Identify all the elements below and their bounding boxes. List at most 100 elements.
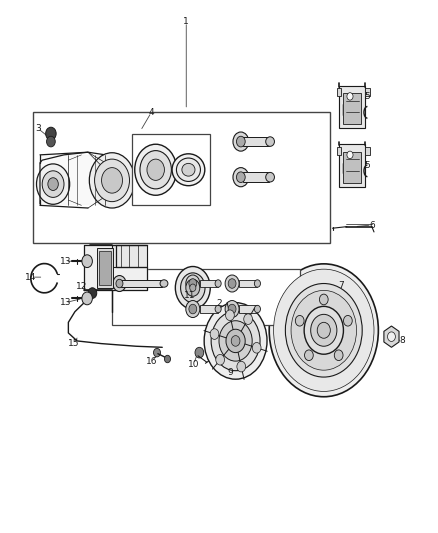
Circle shape xyxy=(82,292,92,305)
Circle shape xyxy=(304,350,313,360)
Circle shape xyxy=(295,316,304,326)
Circle shape xyxy=(226,329,245,353)
Circle shape xyxy=(180,273,205,303)
Circle shape xyxy=(46,127,56,140)
Ellipse shape xyxy=(177,158,201,181)
Circle shape xyxy=(228,279,236,288)
Bar xyxy=(200,280,218,287)
Circle shape xyxy=(204,303,267,379)
Bar xyxy=(239,280,258,287)
Bar xyxy=(337,88,341,96)
Text: 13: 13 xyxy=(60,298,71,307)
Circle shape xyxy=(95,159,130,201)
Circle shape xyxy=(286,284,362,377)
Text: 8: 8 xyxy=(399,336,405,345)
Bar xyxy=(239,305,258,313)
Circle shape xyxy=(225,301,239,318)
Circle shape xyxy=(89,153,135,208)
Circle shape xyxy=(42,171,64,197)
Circle shape xyxy=(311,314,337,346)
Bar xyxy=(343,93,361,124)
Circle shape xyxy=(233,167,249,187)
Text: 13: 13 xyxy=(60,257,71,265)
Bar xyxy=(97,248,113,288)
Circle shape xyxy=(317,322,330,338)
Text: 15: 15 xyxy=(68,339,80,348)
Polygon shape xyxy=(339,86,365,128)
Bar xyxy=(337,147,341,155)
Ellipse shape xyxy=(215,305,221,313)
Text: 2: 2 xyxy=(216,299,222,308)
Text: 3: 3 xyxy=(35,124,41,133)
Circle shape xyxy=(237,172,245,182)
Circle shape xyxy=(186,275,200,292)
Polygon shape xyxy=(339,144,365,187)
Circle shape xyxy=(113,276,126,292)
Bar xyxy=(33,112,330,243)
Circle shape xyxy=(211,311,260,370)
Ellipse shape xyxy=(182,164,195,176)
Circle shape xyxy=(102,167,123,193)
Bar xyxy=(243,172,269,182)
Text: 16: 16 xyxy=(145,357,157,366)
Ellipse shape xyxy=(254,280,261,287)
Circle shape xyxy=(343,316,352,326)
Circle shape xyxy=(226,310,234,320)
Bar xyxy=(343,152,361,182)
Circle shape xyxy=(216,354,225,365)
Circle shape xyxy=(233,132,249,151)
Ellipse shape xyxy=(215,280,221,287)
Ellipse shape xyxy=(266,137,275,147)
Bar xyxy=(112,245,147,266)
Circle shape xyxy=(190,284,196,292)
Circle shape xyxy=(231,336,240,346)
Circle shape xyxy=(219,321,252,361)
Circle shape xyxy=(147,159,164,180)
Text: 12: 12 xyxy=(76,282,87,291)
Bar xyxy=(365,88,370,96)
Ellipse shape xyxy=(254,305,261,313)
Circle shape xyxy=(186,301,200,318)
Circle shape xyxy=(175,266,210,309)
Polygon shape xyxy=(112,245,147,266)
Polygon shape xyxy=(84,245,147,290)
Bar xyxy=(121,280,162,287)
Text: 7: 7 xyxy=(339,280,344,289)
Circle shape xyxy=(228,304,236,314)
Circle shape xyxy=(274,269,374,391)
Text: 5: 5 xyxy=(364,161,370,170)
Circle shape xyxy=(116,279,123,288)
Text: 11: 11 xyxy=(184,291,195,300)
Circle shape xyxy=(36,164,70,204)
Circle shape xyxy=(195,348,204,358)
Circle shape xyxy=(82,255,92,268)
Circle shape xyxy=(237,136,245,147)
Bar xyxy=(200,305,218,313)
Text: 4: 4 xyxy=(148,108,154,117)
Circle shape xyxy=(225,275,239,292)
Circle shape xyxy=(164,356,170,363)
Bar xyxy=(365,147,370,155)
Bar xyxy=(339,86,365,128)
Circle shape xyxy=(189,304,197,314)
Polygon shape xyxy=(40,155,121,204)
Text: 5: 5 xyxy=(364,92,370,101)
Circle shape xyxy=(334,350,343,360)
Ellipse shape xyxy=(172,154,205,185)
Text: 10: 10 xyxy=(188,360,199,369)
Text: 14: 14 xyxy=(25,273,36,281)
Bar xyxy=(112,269,300,325)
Text: 6: 6 xyxy=(369,221,374,230)
Circle shape xyxy=(291,290,357,370)
Circle shape xyxy=(48,177,58,190)
Circle shape xyxy=(140,151,171,189)
Circle shape xyxy=(88,288,97,298)
Circle shape xyxy=(135,144,177,195)
Ellipse shape xyxy=(266,172,275,182)
Circle shape xyxy=(269,264,378,397)
Circle shape xyxy=(319,294,328,305)
Circle shape xyxy=(252,343,261,353)
Circle shape xyxy=(347,93,353,100)
Circle shape xyxy=(244,314,252,325)
Ellipse shape xyxy=(160,280,168,287)
